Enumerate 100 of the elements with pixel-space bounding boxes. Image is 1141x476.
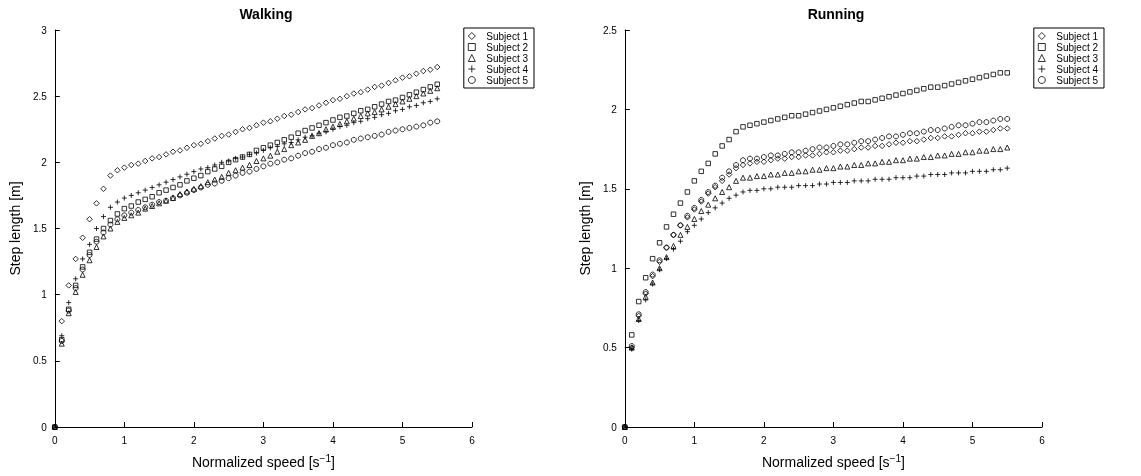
y-tick-label: 0.5 (602, 342, 618, 354)
point (288, 134, 294, 140)
point (837, 163, 844, 170)
point (830, 149, 837, 156)
point (350, 115, 357, 122)
x-tick-label: 2 (761, 434, 768, 446)
point (190, 168, 197, 175)
point (906, 174, 913, 181)
point (921, 86, 927, 92)
point (816, 108, 823, 114)
point (406, 92, 413, 98)
x-tick-label: 5 (399, 434, 406, 446)
point (955, 150, 962, 157)
y-tick-label: 1.5 (32, 223, 48, 234)
point (844, 179, 851, 186)
point (274, 139, 281, 146)
point (886, 93, 892, 100)
point (267, 152, 274, 159)
point (858, 177, 865, 184)
point (295, 136, 302, 143)
point (844, 147, 851, 154)
point (997, 125, 1004, 132)
point (955, 131, 962, 139)
point (399, 126, 406, 133)
point (399, 106, 406, 113)
point (726, 184, 733, 191)
point (920, 128, 927, 135)
point (878, 142, 886, 150)
chart-title: Walking (239, 6, 293, 22)
point (434, 81, 440, 88)
point (329, 96, 337, 104)
point (344, 113, 350, 119)
point (267, 142, 274, 148)
point (364, 115, 371, 122)
point (232, 167, 239, 174)
point (155, 153, 163, 161)
point (781, 155, 788, 162)
point (747, 122, 753, 129)
y-tick-label: 1.5 (602, 183, 618, 195)
point (413, 102, 420, 109)
point (392, 127, 399, 134)
point (775, 116, 781, 122)
point (948, 169, 955, 176)
point (413, 123, 420, 130)
point (948, 150, 955, 157)
point (864, 144, 872, 151)
point (684, 228, 691, 235)
point (392, 97, 399, 103)
point (851, 145, 858, 153)
point (976, 147, 983, 154)
point (433, 63, 441, 71)
point (65, 310, 72, 317)
point (990, 166, 997, 173)
point (385, 103, 392, 110)
point (65, 282, 72, 289)
point (58, 317, 65, 325)
point (399, 98, 406, 105)
point (955, 169, 962, 176)
point (232, 172, 239, 179)
point (920, 154, 927, 161)
point (670, 211, 677, 217)
point (809, 152, 816, 159)
x-tick-label: 1 (121, 434, 128, 446)
point (336, 123, 343, 130)
point (997, 70, 1004, 76)
point (983, 73, 990, 79)
point (705, 201, 712, 208)
y-tick-label: 0 (41, 421, 48, 433)
y-tick-label: 2 (41, 156, 48, 168)
y-axis-title: Step length [m] (7, 181, 23, 276)
point (246, 124, 253, 132)
point (865, 138, 872, 145)
point (141, 157, 149, 165)
point (93, 244, 100, 251)
point (128, 161, 135, 169)
point (928, 84, 934, 90)
point (746, 160, 754, 167)
point (79, 264, 86, 270)
point (858, 98, 864, 105)
point (343, 118, 350, 125)
point (358, 107, 364, 114)
point (225, 175, 232, 182)
point (1004, 70, 1010, 76)
point (1004, 144, 1011, 151)
point (156, 190, 162, 196)
point (733, 161, 740, 168)
point (1003, 125, 1011, 132)
point (934, 134, 941, 142)
point (316, 146, 323, 153)
point (948, 133, 955, 140)
point (329, 142, 336, 149)
point (761, 119, 767, 125)
point (198, 172, 204, 179)
point (976, 74, 983, 81)
point (712, 204, 719, 211)
point (163, 187, 169, 193)
point (969, 129, 976, 137)
point (712, 195, 719, 202)
x-tick-label: 3 (830, 434, 837, 446)
point (406, 73, 413, 80)
